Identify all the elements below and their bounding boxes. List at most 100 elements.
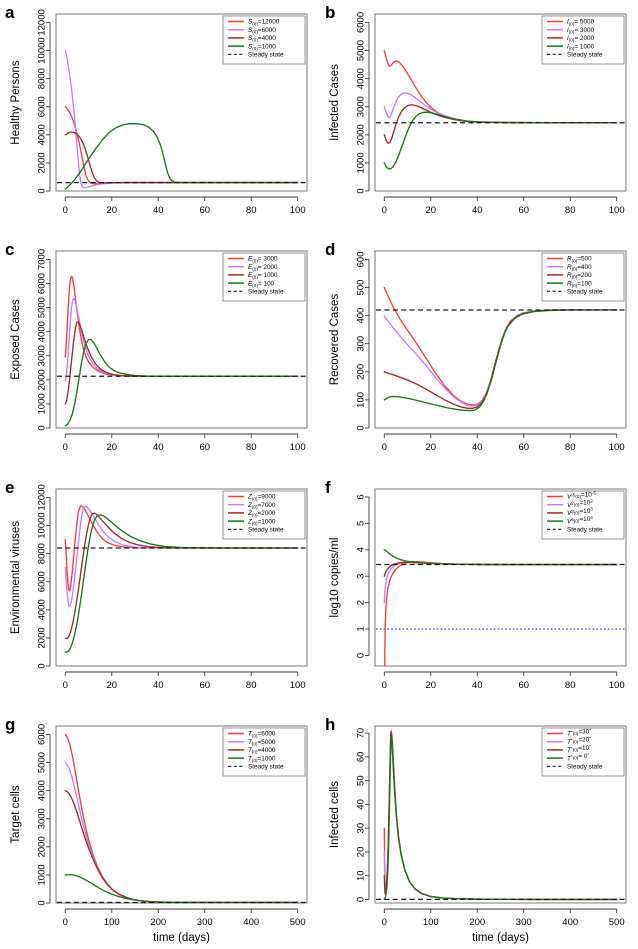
x-tick-label: 100 [290,442,306,453]
y-tick-label: 8000 [37,543,48,564]
series-line [383,309,618,412]
series-line [383,92,618,124]
legend-box [541,252,625,302]
legend-label: T(0)=1000 [248,755,276,763]
x-tick-label: 0 [63,205,68,216]
legend-label: S(0)=4000 [248,35,276,43]
legend-label: R(0)=100 [567,281,592,289]
y-tick-label: 5000 [356,40,367,61]
panel-d: d 0 20 40 60 80 100 0 100 200 300 400 500 600 Recovere… [319,237,638,474]
y-tick-label: 10000 [37,512,48,538]
x-tick-label: 60 [199,442,210,453]
series-line [383,309,618,408]
legend-label: I(0)= 2000 [567,35,595,43]
legend-label: E(0)= 100 [248,281,275,289]
legend-box [541,15,625,65]
y-tick-label: 5 [356,520,367,525]
plot-frame [374,250,627,429]
series-group [383,49,618,170]
y-tick-label: 2000 [37,370,48,391]
y-tick-label: 10 [356,870,367,881]
y-tick-label: 2000 [37,627,48,648]
y-tick-label: 5000 [37,752,48,773]
x-tick-label: 40 [472,205,483,216]
x-tick-label: 500 [609,917,625,928]
y-tick-label: 4000 [356,68,367,89]
y-axis-a: 0 2000 4000 6000 8000 10000 12000 [37,9,51,194]
series-group [64,504,299,653]
y-axis-label: Target cells [10,785,22,843]
y-tick-label: 70 [356,728,367,739]
x-tick-label: 100 [290,680,306,691]
legend-label: Z(0)=1000 [247,518,276,526]
plot-frame [55,488,308,666]
plot-h: 0 100 200 300 400 500 0 10 20 30 40 50 60 70 Infected … [329,725,627,944]
x-tick-label: 400 [562,917,578,928]
y-tick-label: 5000 [37,297,48,318]
y-tick-label: 7000 [37,249,48,270]
legend-box [222,15,306,65]
y-tick-label: 200 [356,364,367,380]
x-axis-label: time (days) [153,932,210,944]
x-tick-label: 40 [472,680,483,691]
series-line [383,309,618,410]
y-tick-label: 1000 [356,152,367,173]
x-axis-a: 0 20 40 60 80 100 [63,196,306,216]
series-line [64,321,299,405]
x-tick-label: 40 [153,205,164,216]
plot-f: 0 20 40 60 80 100 0 1 2 3 4 5 6 log10 copies/ml V-5(0)… [329,488,627,691]
x-tick-label: 100 [290,205,306,216]
panel-c: c 0 20 40 60 80 100 0 1000 2000 3000 4000 5000 6000 70… [0,237,319,474]
y-tick-label: 0 [356,426,367,431]
y-tick-label: 0 [356,897,367,902]
x-tick-label: 300 [197,917,213,928]
legend-label: T(0)=4000 [248,747,276,755]
legend-label-steady-state: Steady state [248,526,284,533]
series-line [64,873,299,903]
x-tick-label: 80 [246,205,257,216]
y-tick-label: 0 [37,900,48,905]
y-tick-label: 6000 [37,724,48,745]
legend-label-steady-state: Steady state [567,289,603,296]
legend-label: Z(0)=7000 [247,501,276,509]
legend-label: V3(0)=103 [567,506,593,516]
x-tick-label: 100 [423,917,439,928]
legend-label: E(0)= 2000 [248,264,278,272]
y-tick-label: 100 [356,392,367,408]
panel-letter-b: b [325,3,336,22]
legend-g: T(0)=6000T(0)=5000T(0)=4000T(0)=1000Stea… [222,727,306,777]
x-tick-label: 300 [516,917,532,928]
panel-a: a 0 20 40 60 80 100 0 2000 4000 6000 8000 10000 12000… [0,0,319,237]
y-tick-label: 12000 [37,9,48,35]
series-group [64,49,299,190]
x-tick-label: 20 [425,205,436,216]
legend-box [222,252,306,302]
panel-letter-h: h [325,714,336,734]
legend-e: Z(0)=9000Z(0)=7000Z(0)=2000Z(0)=1000Stea… [222,490,306,539]
legend-label: T(0)=5000 [248,739,276,747]
panel-letter-g: g [5,714,16,734]
y-tick-label: 40 [356,799,367,810]
y-tick-label: 400 [356,308,367,324]
y-axis-e: 0 2000 4000 6000 8000 10000 12000 [37,484,51,668]
series-line [64,504,299,592]
y-tick-label: 1 [356,626,367,631]
y-axis-label: Infected Cases [329,64,341,141]
series-line [383,561,618,603]
x-tick-label: 0 [382,205,387,216]
legend-label: R(0)=400 [567,264,592,272]
y-axis-label: Exposed Cases [10,299,22,380]
x-tick-label: 80 [565,442,576,453]
legend-label: V2(0)=102 [567,498,593,508]
x-tick-label: 20 [106,680,117,691]
y-tick-label: 4000 [37,599,48,620]
y-tick-label: 6000 [37,571,48,592]
y-tick-label: 4 [356,547,367,552]
legend-label-steady-state: Steady state [567,526,603,533]
plot-frame [374,725,627,904]
legend-a: S(0)=12000S(0)=6000S(0)=4000S(0)=1000Ste… [222,15,306,65]
panel-b: b 0 20 40 60 80 100 0 1000 2000 3000 4000 5000 6000 In… [319,0,638,237]
legend-label: S(0)=12000 [248,19,280,27]
x-tick-label: 40 [153,442,164,453]
